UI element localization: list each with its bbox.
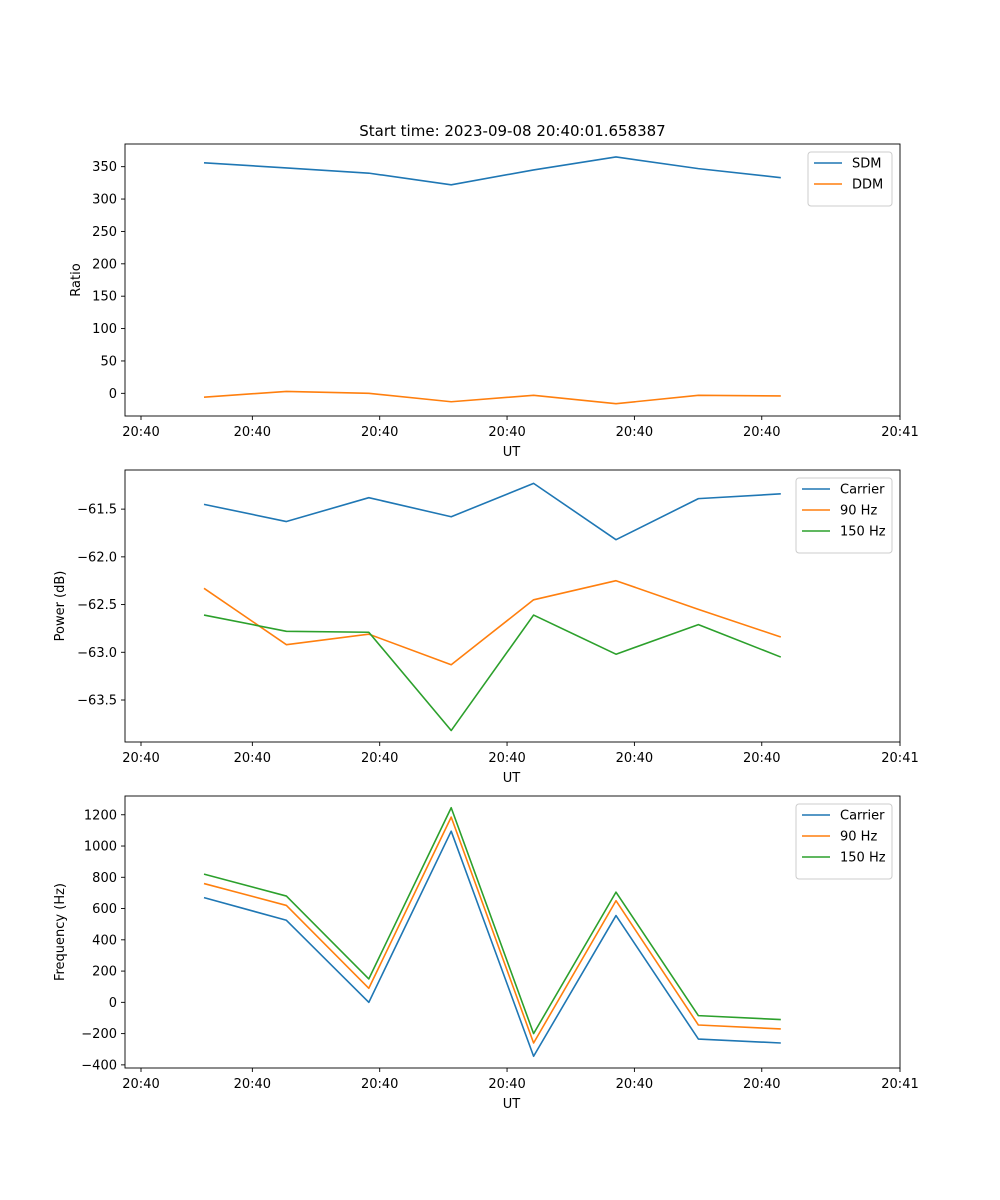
y-tick-label: −200	[81, 1027, 117, 1042]
legend-label: Carrier	[840, 483, 885, 498]
y-tick-label: 400	[92, 933, 117, 948]
x-tick-label: 20:40	[743, 751, 780, 766]
x-tick-label: 20:40	[488, 1077, 525, 1092]
x-tick-label: 20:41	[881, 1077, 918, 1092]
x-tick-label: 20:40	[616, 1077, 653, 1092]
legend-box	[795, 477, 893, 554]
x-axis-label: UT	[503, 771, 521, 786]
y-tick-label: −62.5	[77, 598, 117, 613]
y-tick-label: −63.0	[77, 646, 117, 661]
legend: Carrier 90 Hz 150 Hz	[795, 803, 893, 880]
y-tick-label: 800	[92, 871, 117, 886]
x-tick-label: 20:40	[234, 425, 271, 440]
y-tick-label: 1000	[84, 840, 117, 855]
legend-box	[807, 151, 893, 207]
axes-frame	[124, 143, 901, 417]
legend-label: DDM	[852, 178, 883, 193]
x-tick-label: 20:40	[361, 751, 398, 766]
chart-panel-1: 20:40 20:40 20:40 20:40 20:40 20:40 20:41 0 50 10…	[69, 122, 919, 460]
legend-label: Carrier	[840, 809, 885, 824]
series-line-ddm	[203, 390, 781, 405]
y-tick-label: 200	[92, 257, 117, 272]
series-line-sdm	[203, 156, 781, 186]
x-tick-label: 20:40	[488, 425, 525, 440]
x-tick-label: 20:40	[234, 1077, 271, 1092]
legend-box	[795, 803, 893, 880]
series-line-90-hz	[203, 816, 781, 1044]
y-tick-label: 0	[109, 996, 117, 1011]
y-tick-label: −400	[81, 1058, 117, 1073]
axes-frame	[124, 469, 901, 743]
series-line-90-hz	[203, 579, 782, 666]
y-tick-label: 350	[92, 160, 117, 175]
x-tick-label: 20:40	[488, 751, 525, 766]
legend: SDM DDM	[807, 151, 893, 207]
y-tick-label: 250	[92, 225, 117, 240]
series-line-150-hz	[203, 614, 782, 732]
x-tick-label: 20:40	[361, 1077, 398, 1092]
x-axis-label: UT	[503, 445, 521, 460]
x-tick-label: 20:40	[616, 751, 653, 766]
x-tick-label: 20:40	[234, 751, 271, 766]
chart-panel-3: 20:40 20:40 20:40 20:40 20:40 20:40 20:41 −400 −…	[53, 795, 919, 1112]
y-tick-label: −61.5	[77, 503, 117, 518]
y-tick-label: 0	[109, 387, 117, 402]
x-tick-label: 20:40	[743, 1077, 780, 1092]
x-tick-label: 20:40	[743, 425, 780, 440]
legend-label: 90 Hz	[840, 830, 877, 845]
y-tick-label: 100	[92, 322, 117, 337]
y-tick-label: 150	[92, 290, 117, 305]
y-axis-label: Frequency (Hz)	[53, 883, 68, 981]
series-line-150-hz	[203, 806, 781, 1035]
y-tick-label: 1200	[84, 808, 117, 823]
series-line-carrier	[203, 830, 781, 1058]
y-axis-label: Power (dB)	[53, 571, 68, 642]
y-tick-label: 600	[92, 902, 117, 917]
y-tick-label: −62.0	[77, 550, 117, 565]
legend-label: 150 Hz	[840, 525, 886, 540]
x-axis-label: UT	[503, 1097, 521, 1112]
legend-label: 150 Hz	[840, 851, 886, 866]
y-tick-label: −63.5	[77, 694, 117, 709]
legend-label: SDM	[852, 157, 881, 172]
y-tick-label: 50	[100, 354, 117, 369]
x-tick-label: 20:40	[122, 425, 159, 440]
x-tick-label: 20:40	[122, 751, 159, 766]
legend-label: 90 Hz	[840, 504, 877, 519]
series-line-carrier	[203, 482, 781, 541]
x-tick-label: 20:40	[122, 1077, 159, 1092]
chart-panel-2: 20:40 20:40 20:40 20:40 20:40 20:40 20:41 −63.5…	[53, 469, 919, 786]
y-tick-label: 300	[92, 193, 117, 208]
x-tick-label: 20:40	[616, 425, 653, 440]
x-tick-label: 20:41	[881, 751, 918, 766]
axes-frame	[124, 795, 901, 1069]
y-tick-label: 200	[92, 965, 117, 980]
legend: Carrier 90 Hz 150 Hz	[795, 477, 893, 554]
y-axis-label: Ratio	[69, 263, 84, 296]
x-tick-label: 20:41	[881, 425, 918, 440]
chart-title: Start time: 2023-09-08 20:40:01.658387	[359, 122, 665, 140]
x-tick-label: 20:40	[361, 425, 398, 440]
